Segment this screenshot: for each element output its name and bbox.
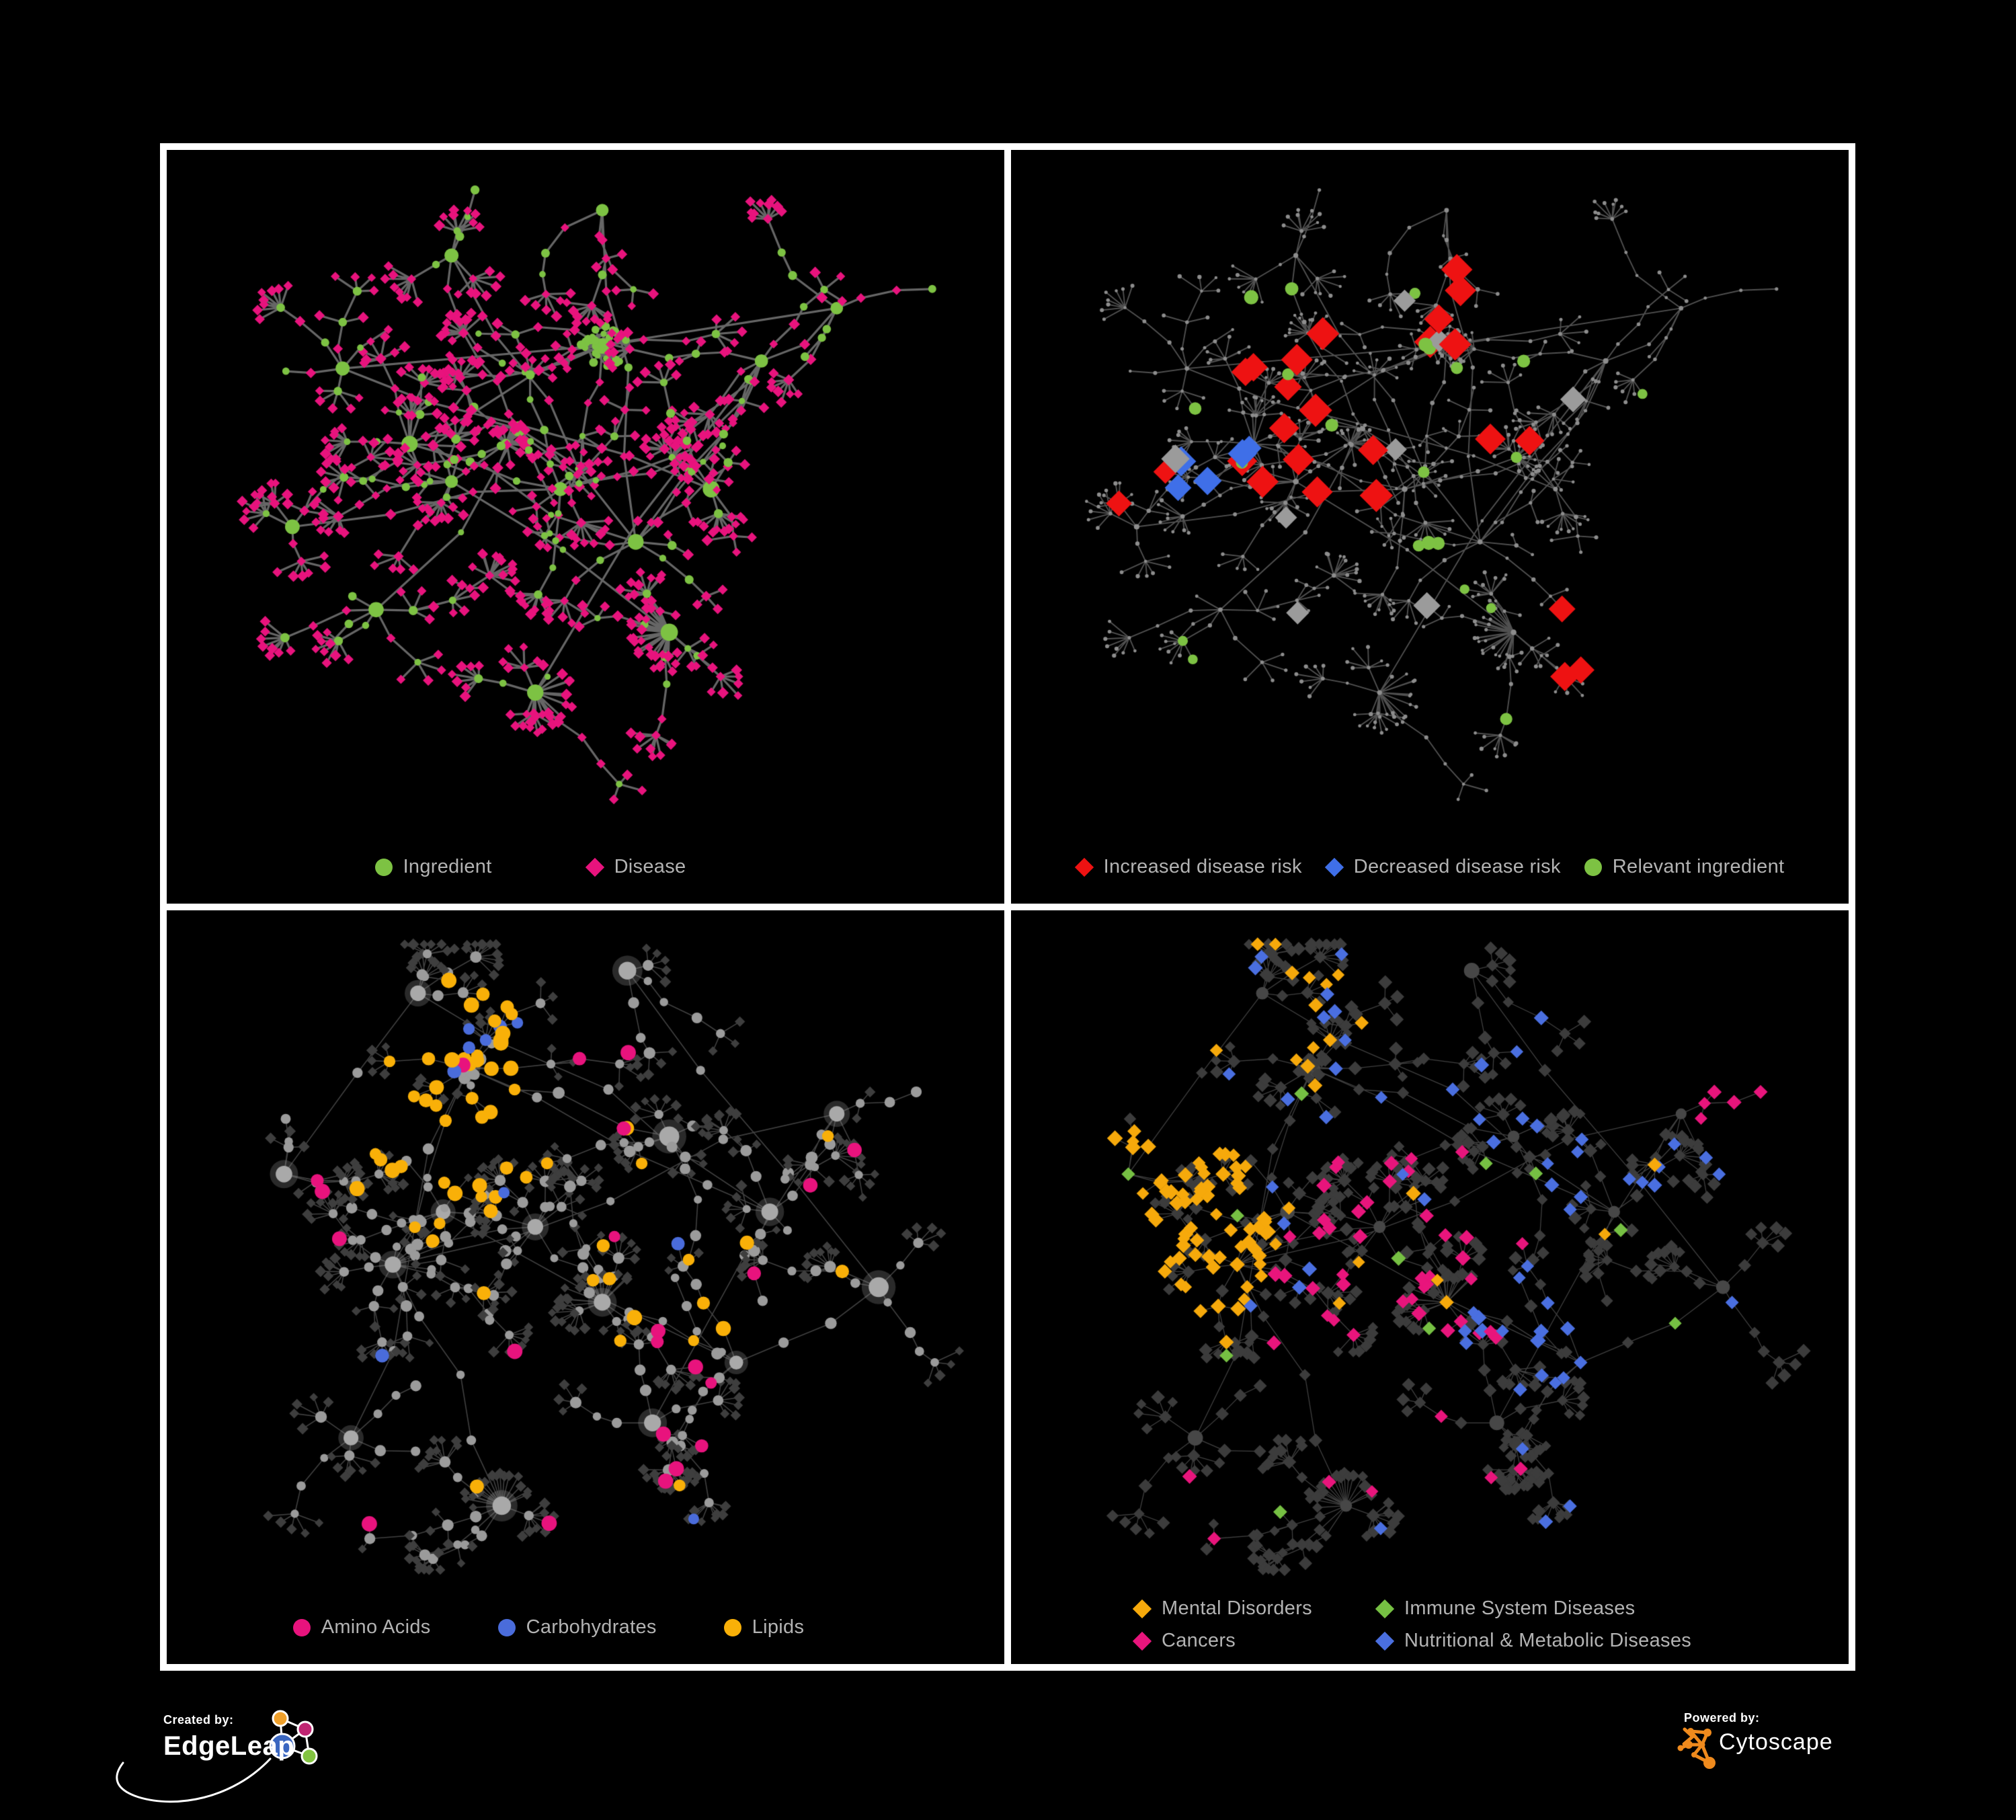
legend-circle-marker (1584, 858, 1602, 876)
powered-by-label: Powered by: (1684, 1711, 1760, 1725)
legend-circle-marker (292, 1618, 311, 1636)
legend-diamond-marker (585, 857, 604, 877)
network-canvas-nutrients (167, 910, 1004, 1664)
legend-nutrients: Amino Acids Carbohydrates Lipids (130, 1616, 967, 1638)
panel-ingredient-disease: Ingredient Disease (167, 150, 1004, 904)
legend-circle-marker (723, 1618, 741, 1636)
panel-disease-risk: Increased disease risk Decreased disease … (1011, 150, 1849, 904)
network-canvas-ingredient-disease (167, 150, 1004, 904)
legend-label: Immune System Diseases (1404, 1597, 1636, 1619)
edgeleap-logo-icon (116, 1710, 318, 1803)
legend-label: Amino Acids (321, 1616, 431, 1638)
legend-label: Relevant ingredient (1612, 856, 1785, 877)
legend-disease-risk: Increased disease risk Decreased disease … (1011, 856, 1849, 878)
legend-circle-marker (497, 1618, 516, 1636)
powered-by-block: Powered by: (1684, 1711, 1760, 1725)
panel-nutrients: Amino Acids Carbohydrates Lipids (167, 910, 1004, 1664)
legend-item-mental-disorders: Mental Disorders (1132, 1597, 1312, 1620)
legend-item-disease: Disease (585, 856, 686, 878)
legend-label: Disease (614, 856, 686, 877)
legend-label: Nutritional & Metabolic Diseases (1404, 1630, 1692, 1651)
legend-label: Mental Disorders (1162, 1597, 1312, 1619)
legend-item-immune-system-diseases: Immune System Diseases (1375, 1597, 1691, 1620)
panel-grid-frame: Ingredient Disease Increased disease risk… (160, 143, 1855, 1671)
legend-label: Ingredient (403, 856, 492, 877)
legend-label: Decreased disease risk (1353, 856, 1561, 877)
legend-item-carbohydrates: Carbohydrates (497, 1616, 657, 1638)
legend-label: Increased disease risk (1103, 856, 1302, 877)
legend-diamond-marker (1324, 857, 1344, 877)
legend-item-increased-disease-risk: Increased disease risk (1074, 856, 1302, 878)
created-by-label: Created by: (163, 1713, 234, 1727)
legend-diamond-marker (1132, 1599, 1152, 1618)
created-by-block: Created by: EdgeLeap (163, 1713, 294, 1762)
legend-diamond-marker (1074, 857, 1094, 877)
legend-item-cancers: Cancers (1132, 1630, 1312, 1652)
legend-diamond-marker (1375, 1599, 1395, 1618)
legend-item-nutritional-metabolic-diseases: Nutritional & Metabolic Diseases (1375, 1630, 1692, 1652)
legend-circle-marker (374, 858, 393, 876)
network-canvas-disease-categories (1011, 910, 1849, 1664)
legend-item-decreased-disease-risk: Decreased disease risk (1324, 856, 1561, 878)
legend-label: Cancers (1162, 1630, 1236, 1651)
legend-item-ingredient: Ingredient (374, 856, 492, 878)
legend-label: Carbohydrates (526, 1616, 657, 1638)
edgeleap-wordmark: EdgeLeap (163, 1731, 295, 1761)
legend-diamond-marker (1132, 1631, 1152, 1651)
legend-disease-categories: Mental Disorders Cancers Immune System Dis… (1132, 1597, 1692, 1652)
cytoscape-wordmark: Cytoscape (1719, 1729, 1833, 1755)
legend-diamond-marker (1375, 1631, 1395, 1651)
legend-item-lipids: Lipids (723, 1616, 805, 1638)
legend-item-amino-acids: Amino Acids (292, 1616, 431, 1638)
cytoscape-logo-icon (1677, 1727, 1716, 1769)
network-canvas-disease-risk (1011, 150, 1849, 904)
legend-item-relevant-ingredient: Relevant ingredient (1584, 856, 1785, 878)
legend-label: Lipids (752, 1616, 805, 1638)
legend-ingredient-disease: Ingredient Disease (112, 856, 949, 878)
panel-disease-categories: Mental Disorders Cancers Immune System Dis… (1011, 910, 1849, 1664)
